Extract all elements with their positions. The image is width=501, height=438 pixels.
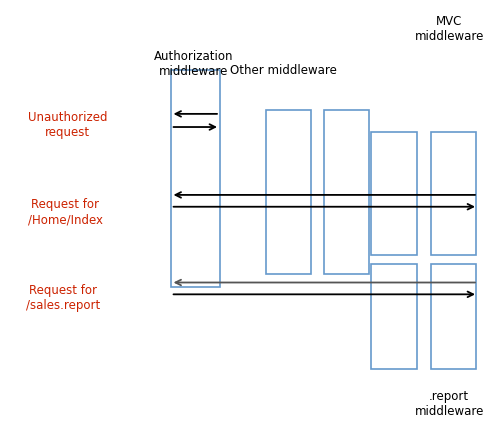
Bar — [371, 264, 416, 369]
Bar — [323, 110, 368, 274]
Text: Other middleware: Other middleware — [230, 64, 336, 77]
Bar — [371, 132, 416, 255]
Text: .report
middleware: .report middleware — [414, 390, 483, 418]
Text: Request for
/Home/Index: Request for /Home/Index — [28, 198, 103, 226]
Bar — [430, 132, 475, 255]
Text: Unauthorized
request: Unauthorized request — [28, 111, 107, 139]
Text: MVC
middleware: MVC middleware — [414, 15, 483, 43]
Bar — [170, 70, 219, 287]
Text: Request for
/sales.report: Request for /sales.report — [26, 284, 100, 312]
Bar — [266, 110, 311, 274]
Text: Authorization
middleware: Authorization middleware — [153, 50, 232, 78]
Bar — [430, 264, 475, 369]
